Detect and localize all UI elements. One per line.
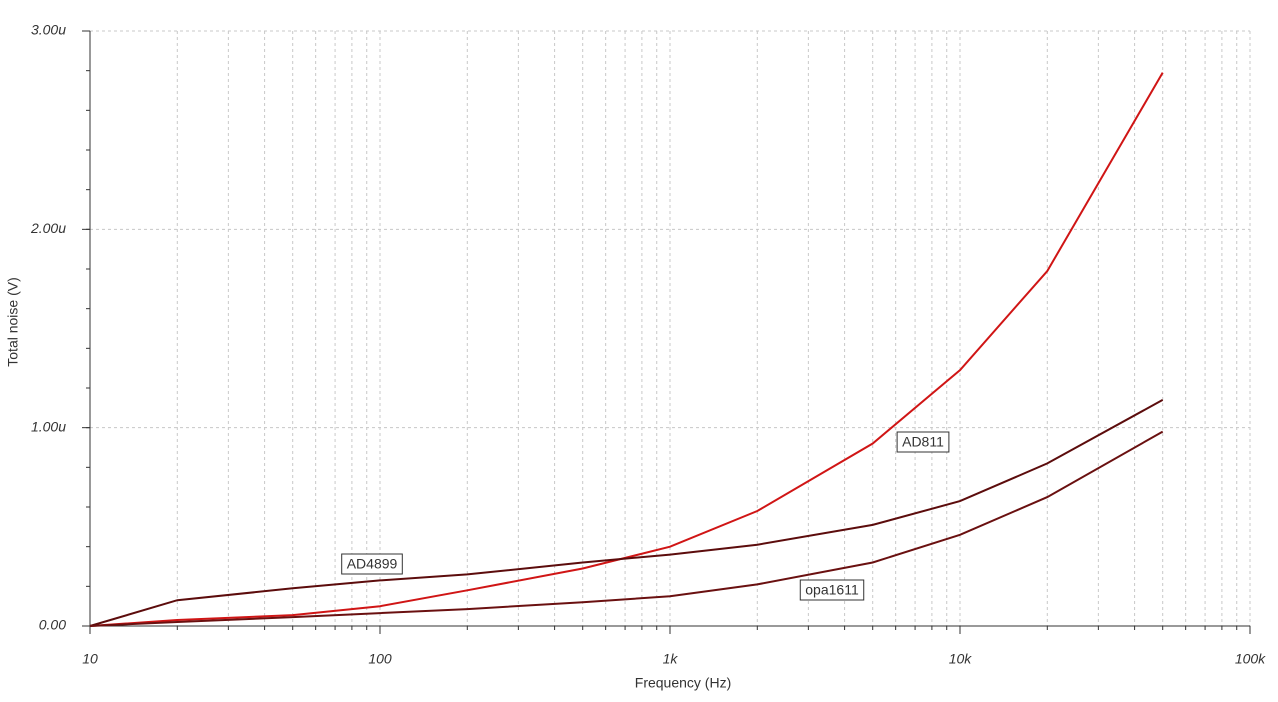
x-tick-label: 1k: [663, 651, 679, 667]
series-line: [89, 399, 1164, 627]
x-tick-label: 10k: [949, 651, 973, 667]
y-tick-label: 0.00: [39, 617, 66, 633]
x-axis-title: Frequency (Hz): [635, 675, 731, 691]
series-label: opa1611: [805, 582, 859, 598]
y-axis-title: Total noise (V): [5, 277, 21, 366]
series-line: [89, 430, 1164, 627]
x-tick-label: 10: [82, 651, 98, 667]
series-label: AD811: [902, 434, 944, 450]
x-tick-label: 100: [368, 651, 392, 667]
x-tick-label: 100k: [1235, 651, 1266, 667]
y-tick-label: 2.00u: [30, 220, 66, 236]
y-tick-label: 1.00u: [31, 418, 66, 434]
series-label-box: [341, 553, 403, 575]
series-label-box: [896, 431, 950, 453]
series-label: AD4899: [347, 556, 398, 572]
y-tick-label: 3.00u: [31, 22, 66, 38]
series-label-box: [799, 579, 865, 601]
